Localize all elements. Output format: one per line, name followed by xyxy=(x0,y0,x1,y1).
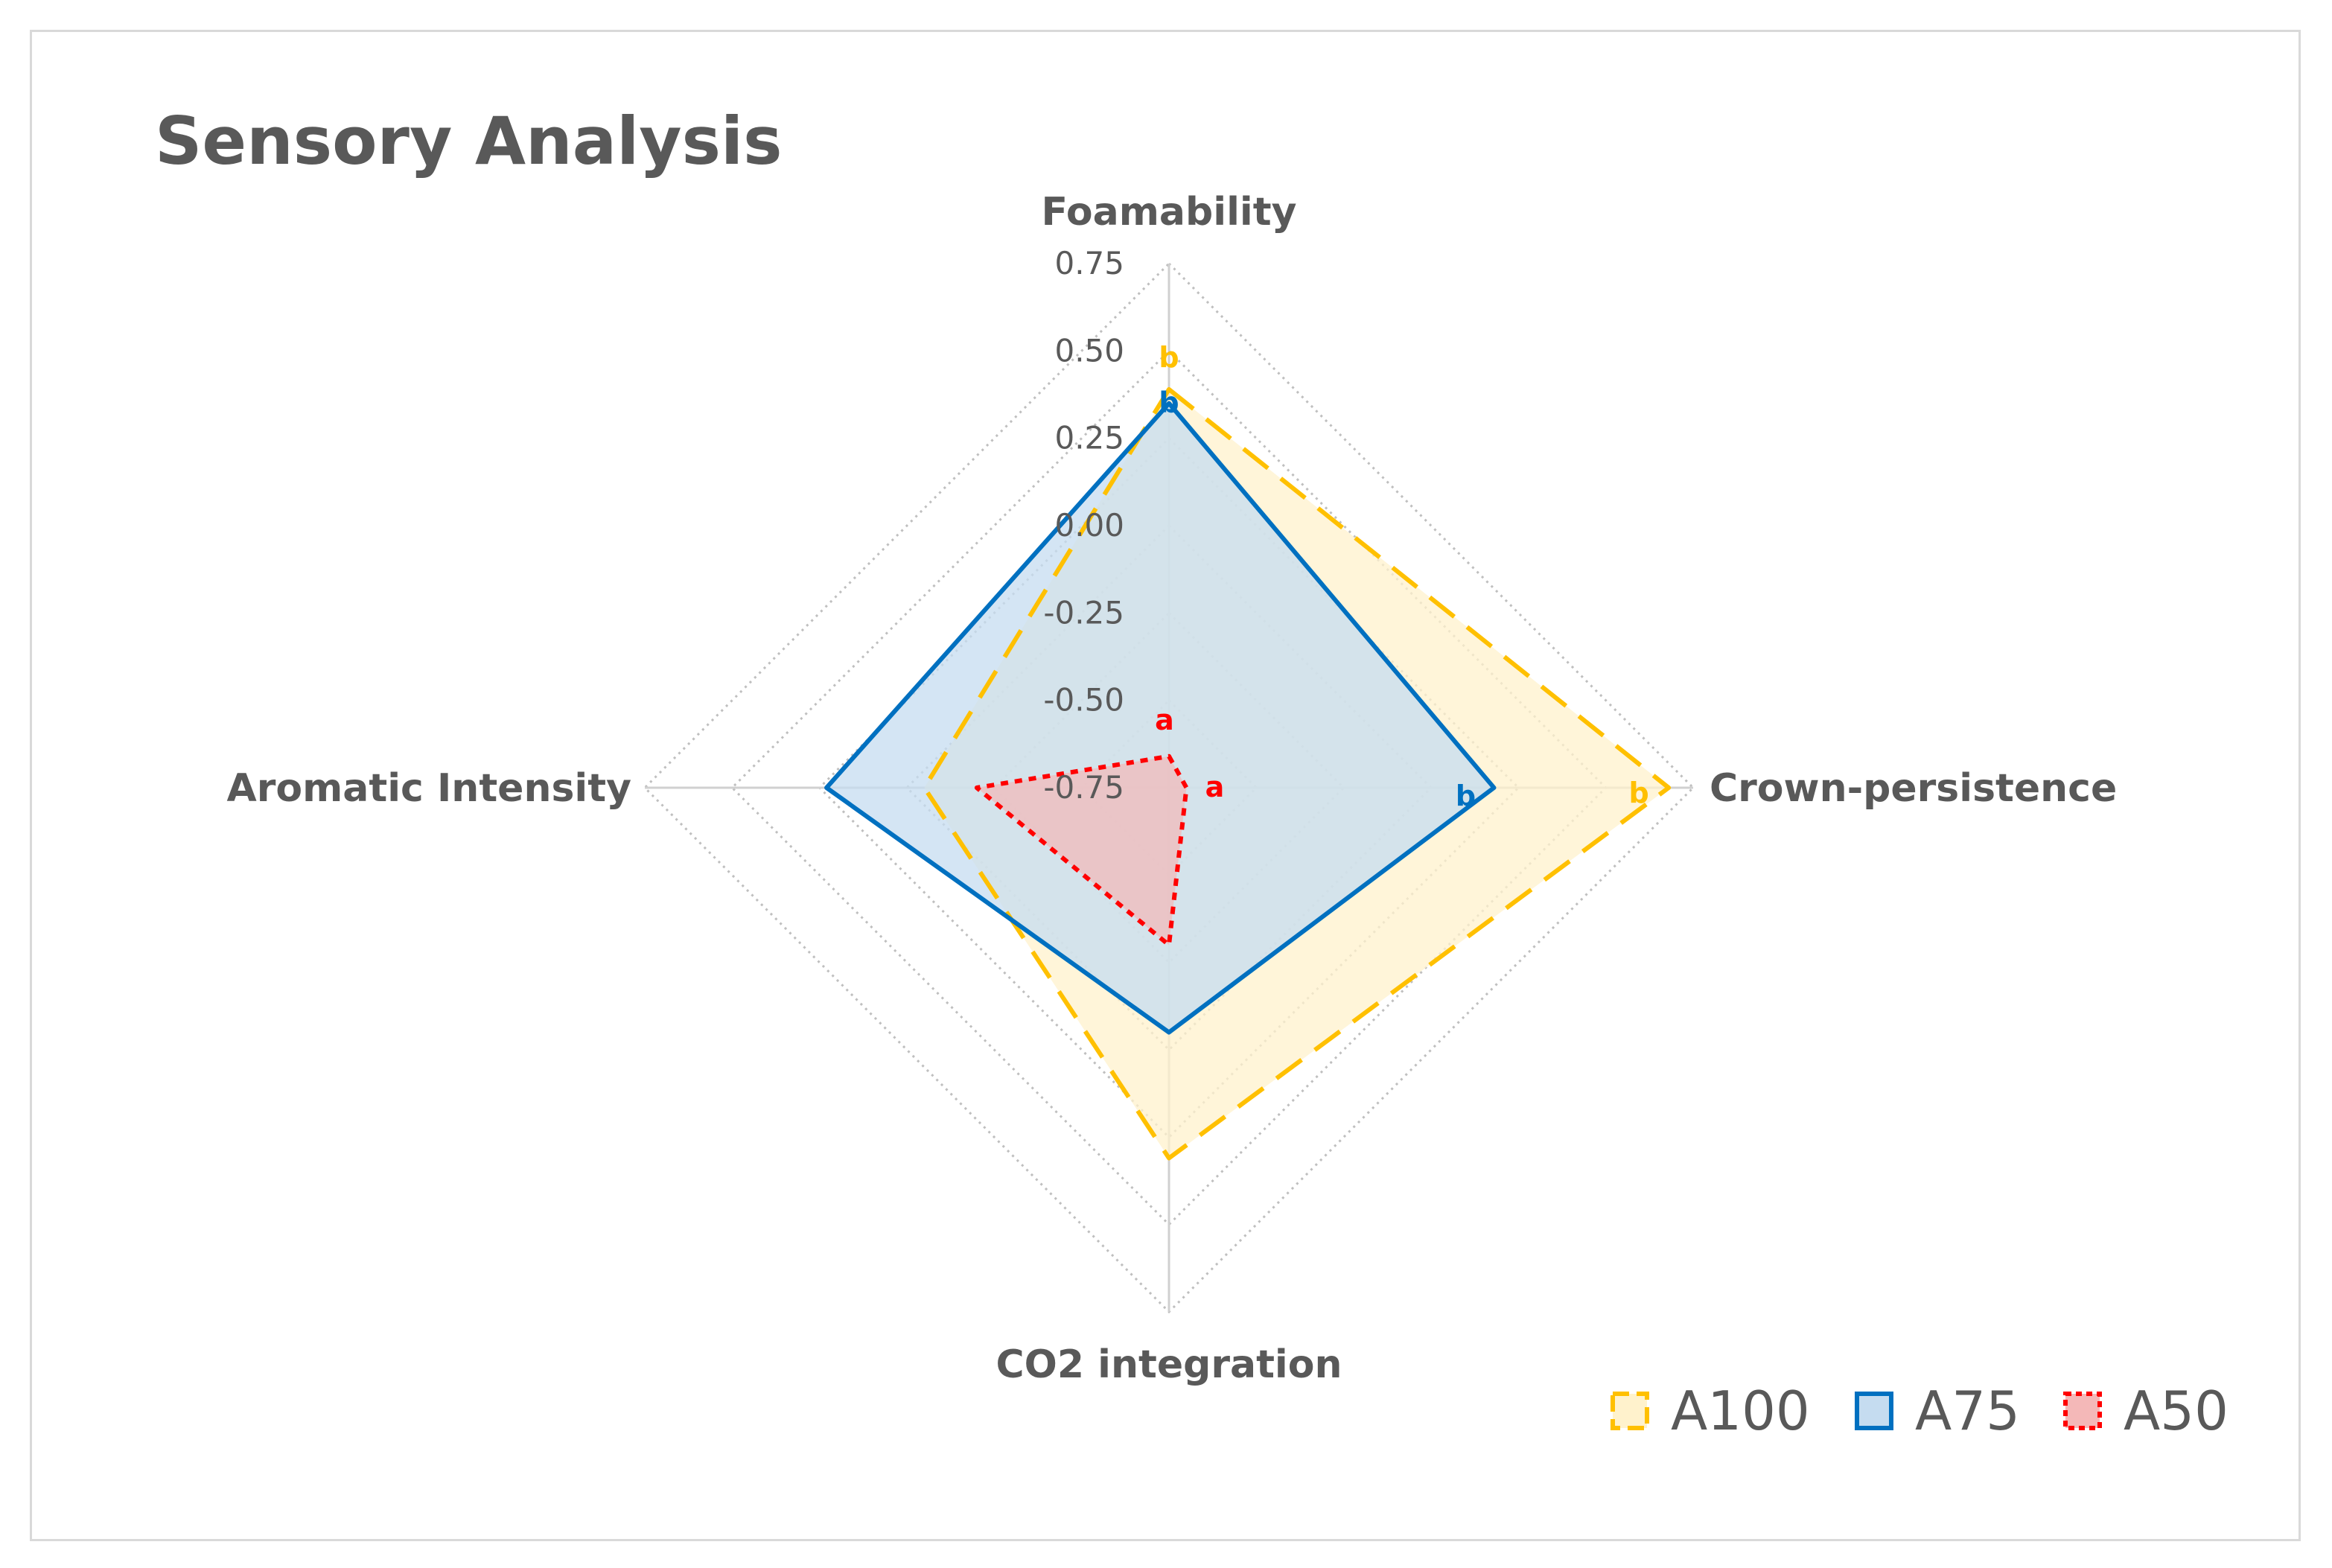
series-area xyxy=(826,403,1494,1033)
legend-swatch xyxy=(2063,1392,2102,1430)
significance-letter: b xyxy=(1456,780,1476,812)
tick-label: 0.75 xyxy=(1054,245,1124,281)
tick-label: -0.75 xyxy=(1043,769,1124,806)
axis-label: CO2 integration xyxy=(995,1342,1342,1387)
axis-label: Aromatic Intensity xyxy=(226,766,631,811)
tick-label: -0.25 xyxy=(1043,594,1124,631)
tick-label: 0.00 xyxy=(1054,507,1124,544)
tick-label: 0.25 xyxy=(1054,420,1124,456)
legend-label: A100 xyxy=(1671,1380,1810,1442)
grid-ring xyxy=(730,349,1608,1226)
axis-label: Crown-persistence xyxy=(1710,766,2117,811)
legend-swatch xyxy=(1611,1392,1649,1430)
radar-axis-labels: Foamability Crown-persistence CO2 integrat… xyxy=(226,190,2117,1387)
legend-label: A75 xyxy=(1915,1380,2020,1442)
radar-tick-labels: 0.75 0.50 0.25 0.00 -0.25 -0.50 -0.75 xyxy=(1043,245,1124,806)
legend-label: A50 xyxy=(2124,1380,2229,1442)
significance-letter: b xyxy=(1159,341,1179,374)
chart-title: Sensory Analysis xyxy=(155,103,783,179)
series-line xyxy=(824,401,1497,1035)
tick-label: 0.50 xyxy=(1054,332,1124,369)
significance-letter: a xyxy=(1155,704,1174,736)
significance-letter: a xyxy=(1205,771,1225,803)
radar-series xyxy=(824,386,1672,1161)
significance-letter: b xyxy=(1159,386,1179,419)
significance-letter: b xyxy=(1629,777,1649,809)
legend-swatch xyxy=(1855,1392,1893,1430)
axis-label: Foamability xyxy=(1042,190,1297,235)
tick-label: -0.50 xyxy=(1043,682,1124,718)
legend: A100 A75 A50 xyxy=(1611,1380,2229,1442)
series-area xyxy=(976,756,1187,946)
series-line xyxy=(922,386,1672,1161)
